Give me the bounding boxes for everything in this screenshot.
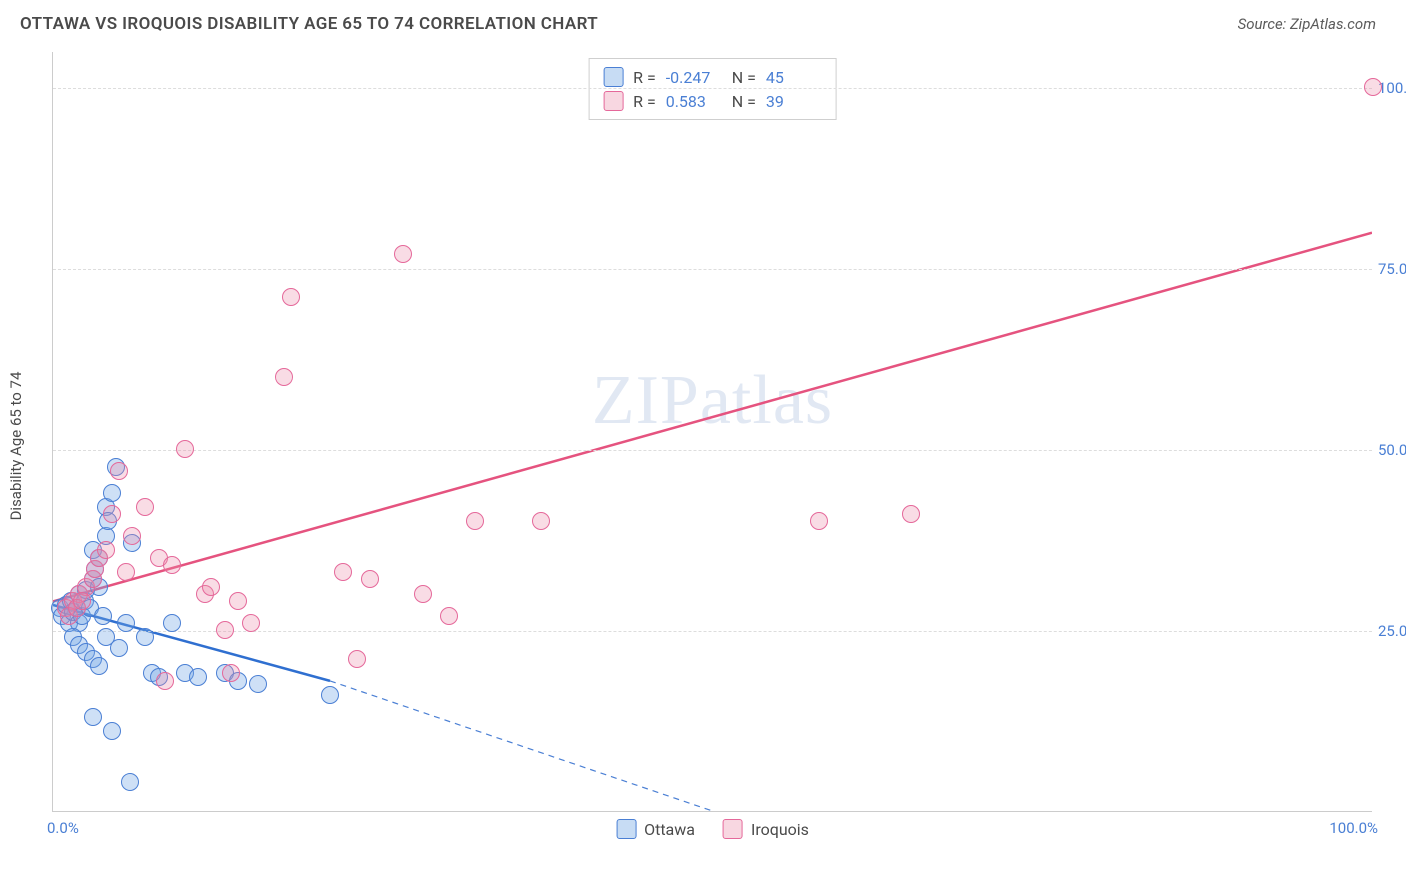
iroquois-point (275, 368, 293, 386)
ottawa-point (103, 484, 121, 502)
iroquois-point (117, 563, 135, 581)
iroquois-point (532, 512, 550, 530)
n-label: N = (732, 68, 756, 87)
ottawa-point (103, 722, 121, 740)
iroquois-point (202, 578, 220, 596)
iroquois-point (176, 440, 194, 458)
ottawa-swatch-icon (603, 67, 623, 87)
ottawa-point (249, 675, 267, 693)
gridline (53, 88, 1372, 89)
iroquois-point (810, 512, 828, 530)
ottawa-point (321, 686, 339, 704)
iroquois-point (1364, 78, 1382, 96)
ottawa-swatch-icon (616, 819, 636, 839)
ottawa-trendline-extrapolated (330, 681, 713, 811)
legend-item-iroquois: Iroquois (723, 819, 809, 839)
iroquois-point (103, 505, 121, 523)
iroquois-point (348, 650, 366, 668)
gridline (53, 450, 1372, 451)
iroquois-point (466, 512, 484, 530)
iroquois-n-value: 39 (766, 92, 822, 111)
ottawa-n-value: 45 (766, 68, 822, 87)
iroquois-point (394, 245, 412, 263)
iroquois-point (414, 585, 432, 603)
iroquois-point (216, 621, 234, 639)
legend-ottawa-label: Ottawa (644, 820, 695, 839)
ottawa-r-value: -0.247 (666, 68, 722, 87)
chart-header: OTTAWA VS IROQUOIS DISABILITY AGE 65 TO … (0, 0, 1406, 42)
iroquois-point (136, 498, 154, 516)
legend-item-ottawa: Ottawa (616, 819, 695, 839)
ottawa-point (163, 614, 181, 632)
ottawa-point (117, 614, 135, 632)
iroquois-point (440, 607, 458, 625)
x-tick-right: 100.0% (1329, 819, 1378, 837)
gridline (53, 269, 1372, 270)
y-tick-label: 75.0% (1378, 260, 1406, 278)
iroquois-swatch-icon (603, 91, 623, 111)
watermark: ZIPatlas (592, 361, 833, 441)
n-label: N = (732, 92, 756, 111)
iroquois-r-value: 0.583 (666, 92, 722, 111)
iroquois-point (222, 664, 240, 682)
r-label: R = (633, 68, 656, 87)
iroquois-point (156, 672, 174, 690)
x-tick-left: 0.0% (47, 819, 79, 837)
bottom-legend: Ottawa Iroquois (616, 819, 809, 839)
iroquois-trendline (53, 233, 1372, 602)
y-tick-label: 100.0% (1378, 79, 1406, 97)
iroquois-point (229, 592, 247, 610)
legend-iroquois-label: Iroquois (751, 820, 809, 839)
y-tick-label: 25.0% (1378, 622, 1406, 640)
trendlines-svg (53, 52, 1372, 811)
chart-source: Source: ZipAtlas.com (1238, 15, 1376, 33)
iroquois-point (242, 614, 260, 632)
ottawa-point (136, 628, 154, 646)
iroquois-point (282, 288, 300, 306)
y-axis-label: Disability Age 65 to 74 (7, 372, 25, 521)
iroquois-point (163, 556, 181, 574)
ottawa-point (110, 639, 128, 657)
iroquois-point (73, 592, 91, 610)
chart-title: OTTAWA VS IROQUOIS DISABILITY AGE 65 TO … (20, 14, 598, 34)
iroquois-point (97, 541, 115, 559)
r-label: R = (633, 92, 656, 111)
iroquois-point (334, 563, 352, 581)
iroquois-swatch-icon (723, 819, 743, 839)
y-tick-label: 50.0% (1378, 441, 1406, 459)
ottawa-point (189, 668, 207, 686)
iroquois-point (902, 505, 920, 523)
ottawa-point (121, 773, 139, 791)
iroquois-point (361, 570, 379, 588)
chart-plot-area: ZIPatlas R = -0.247 N = 45 R = 0.583 N =… (52, 52, 1372, 812)
ottawa-point (90, 657, 108, 675)
stats-row-ottawa: R = -0.247 N = 45 (603, 65, 822, 89)
iroquois-point (123, 527, 141, 545)
stats-row-iroquois: R = 0.583 N = 39 (603, 89, 822, 113)
iroquois-point (110, 462, 128, 480)
ottawa-point (84, 708, 102, 726)
ottawa-point (94, 607, 112, 625)
